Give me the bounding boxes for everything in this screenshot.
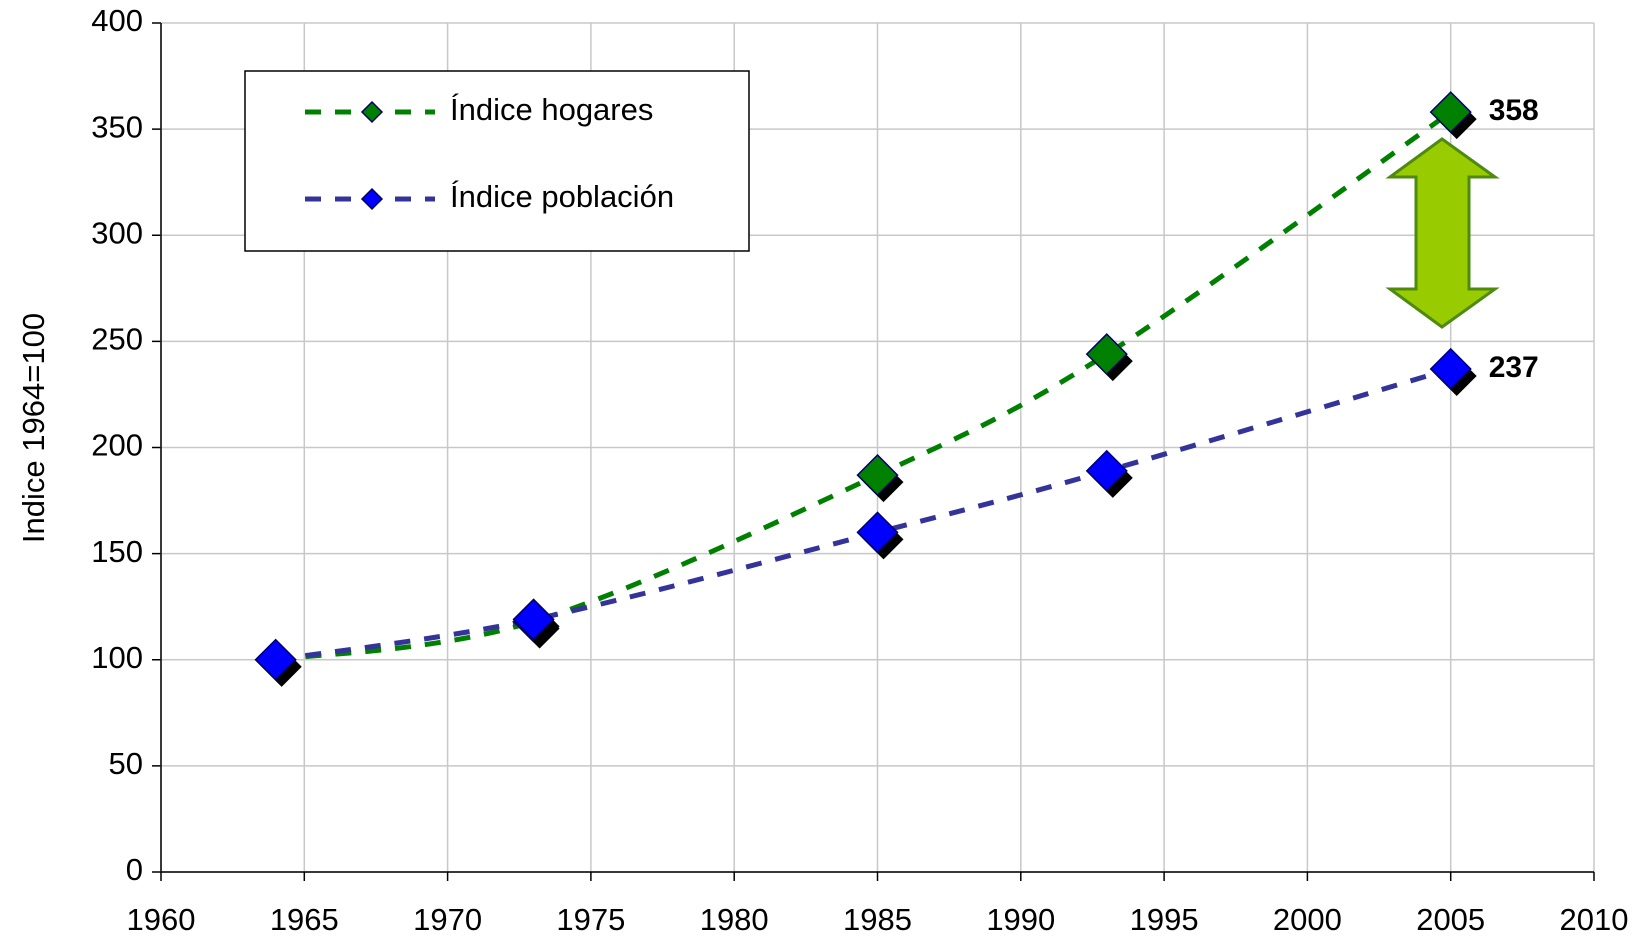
x-tick-label: 1990 xyxy=(986,902,1055,937)
x-tick-label: 1970 xyxy=(413,902,482,937)
marker xyxy=(1085,449,1128,492)
x-tick-label: 2010 xyxy=(1560,902,1629,937)
y-tick-label: 50 xyxy=(109,746,143,781)
data-label: 358 xyxy=(1489,94,1539,127)
marker xyxy=(254,638,297,681)
x-tick-label: 2000 xyxy=(1273,902,1342,937)
difference-arrow xyxy=(1385,137,1500,329)
x-tick-label: 1965 xyxy=(270,902,339,937)
y-tick-label: 200 xyxy=(91,428,143,463)
plot-area xyxy=(152,22,1595,881)
x-tick-label: 1980 xyxy=(700,902,769,937)
legend-marker xyxy=(360,187,384,211)
marker xyxy=(856,511,899,554)
y-tick-label: 350 xyxy=(91,109,143,144)
y-tick-label: 250 xyxy=(91,322,143,357)
x-tick-label: 2005 xyxy=(1416,902,1485,937)
marker xyxy=(512,598,555,641)
legend-marker xyxy=(360,100,384,124)
y-axis-label: Indice 1964=100 xyxy=(16,313,51,543)
y-tick-label: 0 xyxy=(126,852,143,887)
series-line xyxy=(275,366,1452,663)
x-tick-label: 1975 xyxy=(556,902,625,937)
x-tick-label: 1985 xyxy=(843,902,912,937)
x-tick-label: 1995 xyxy=(1130,902,1199,937)
y-tick-label: 300 xyxy=(91,215,143,250)
data-label: 237 xyxy=(1489,351,1539,384)
x-tick-label: 1960 xyxy=(127,902,196,937)
marker xyxy=(1429,91,1472,134)
legend: Índice hogares Índice población xyxy=(244,70,750,252)
y-tick-label: 100 xyxy=(91,640,143,675)
marker xyxy=(856,454,899,497)
legend-label: Índice población xyxy=(450,179,674,214)
legend-label: Índice hogares xyxy=(450,92,653,127)
y-tick-label: 400 xyxy=(91,3,143,38)
y-tick-label: 150 xyxy=(91,534,143,569)
marker xyxy=(1429,347,1472,391)
marker xyxy=(1085,333,1128,376)
legend-box xyxy=(244,70,750,252)
